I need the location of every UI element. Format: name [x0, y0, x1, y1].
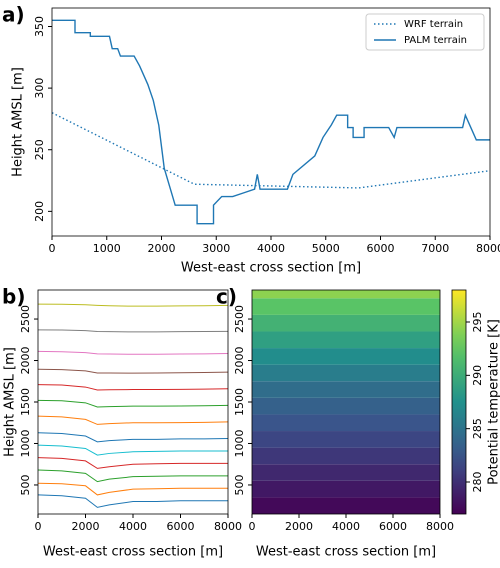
heat-cell	[252, 348, 440, 365]
series-line	[38, 494, 228, 508]
series-line	[38, 432, 228, 443]
axes-frame	[37, 289, 229, 515]
series-line	[38, 469, 228, 483]
y-axis-label: Height AMSL [m]	[3, 347, 18, 457]
series-line	[38, 415, 228, 425]
y-tick-label: 250	[33, 139, 46, 160]
legend-box	[365, 13, 485, 51]
x-tick-label: 6000	[167, 520, 195, 533]
panel-label: b)	[2, 285, 25, 309]
series-line	[38, 329, 228, 333]
series-line	[38, 350, 228, 355]
y-tick-label: 500	[233, 474, 246, 495]
x-tick-label: 4000	[257, 242, 285, 255]
legend: WRF terrain PALM terrain	[365, 13, 485, 51]
x-tick-label: 0	[35, 520, 42, 533]
heat-cell	[252, 331, 440, 349]
x-tick-label: 8000	[214, 520, 242, 533]
y-tick-label: 1000	[19, 429, 32, 457]
series-line	[52, 19, 490, 225]
x-tick-label: 2000	[285, 520, 313, 533]
heat-cell	[252, 364, 440, 382]
x-tick-label: 8000	[476, 242, 500, 255]
x-tick-label: 2000	[72, 520, 100, 533]
y-axis-label: Height AMSL [m]	[11, 67, 26, 177]
colorbar-label: Potential temperature [K]	[487, 319, 500, 485]
y-tick-label: 1000	[233, 429, 246, 457]
x-tick-label: 1000	[93, 242, 121, 255]
x-tick-label: 4000	[119, 520, 147, 533]
heat-cell	[252, 464, 440, 481]
legend-label: WRF terrain	[404, 19, 463, 30]
x-axis-label: West-east cross section [m]	[256, 545, 436, 560]
series-line	[38, 368, 228, 374]
y-tick-label: 500	[19, 474, 32, 495]
series-line	[38, 482, 228, 496]
y-tick-label: 1500	[233, 388, 246, 416]
x-axis-label: West-east cross section [m]	[181, 261, 361, 276]
y-tick-label: 350	[33, 16, 46, 37]
y-tick-label: 300	[33, 78, 46, 99]
heat-cell	[252, 397, 440, 415]
heat-cell	[252, 480, 440, 498]
series-line	[38, 399, 228, 408]
heat-cell	[252, 314, 440, 332]
panel-label: a)	[2, 3, 25, 27]
series-line	[52, 112, 490, 189]
colorbar-tick-label: 290	[471, 365, 484, 386]
x-tick-label: 4000	[332, 520, 360, 533]
y-tick-label: 1500	[19, 388, 32, 416]
y-tick-label: 2000	[19, 347, 32, 375]
heat-cell	[252, 431, 440, 448]
series-line	[38, 384, 228, 391]
colorbar-tick-label: 295	[471, 312, 484, 333]
x-tick-label: 0	[249, 520, 256, 533]
x-tick-label: 0	[49, 242, 56, 255]
heat-cell	[252, 298, 440, 315]
heat-cell	[252, 414, 440, 432]
x-tick-label: 8000	[426, 520, 454, 533]
series-line	[38, 457, 228, 469]
heat-cell	[252, 497, 440, 514]
heat-cell	[252, 290, 440, 299]
y-tick-label: 2500	[19, 305, 32, 333]
legend-label: PALM terrain	[404, 35, 467, 46]
x-tick-label: 7000	[421, 242, 449, 255]
series-line	[38, 303, 228, 307]
x-tick-label: 3000	[202, 242, 230, 255]
y-tick-label: 200	[33, 201, 46, 222]
y-tick-label: 2000	[233, 347, 246, 375]
series-line	[38, 444, 228, 456]
colorbar	[451, 289, 467, 515]
x-tick-label: 6000	[367, 242, 395, 255]
colorbar-tick-label: 285	[471, 418, 484, 439]
heat-cell	[252, 447, 440, 465]
x-tick-label: 5000	[312, 242, 340, 255]
x-tick-label: 6000	[379, 520, 407, 533]
heat-cell	[252, 381, 440, 398]
x-axis-label: West-east cross section [m]	[43, 545, 223, 560]
panel-label: c)	[216, 285, 237, 309]
x-tick-label: 2000	[148, 242, 176, 255]
y-tick-label: 2500	[233, 305, 246, 333]
colorbar-tick-label: 280	[471, 472, 484, 493]
